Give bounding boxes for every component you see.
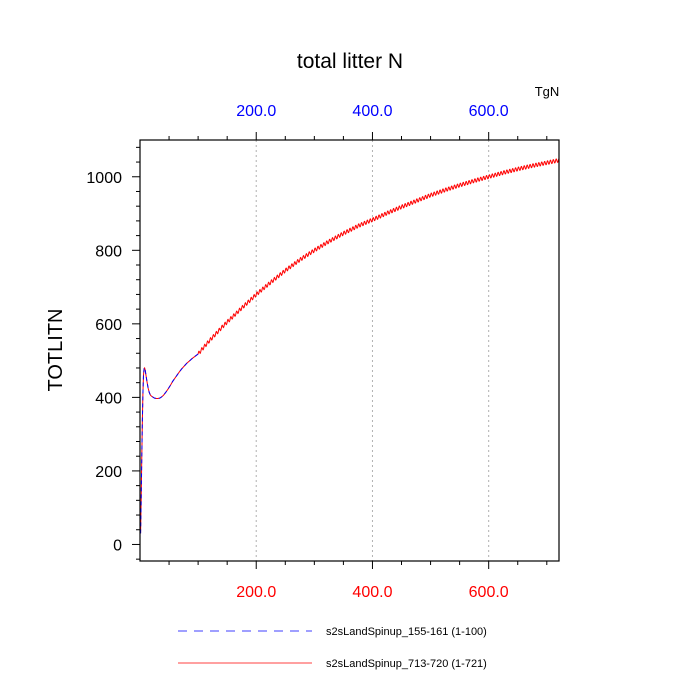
gridlines [255, 140, 490, 561]
legend-label-blue: s2sLandSpinup_155-161 (1-100) [326, 626, 487, 638]
y-tick-label: 1000 [86, 170, 122, 187]
plot-frame [139, 139, 560, 562]
series-layer [140, 158, 560, 534]
axis-ticks [132, 132, 548, 569]
y-tick-label: 400 [95, 390, 122, 407]
x-tick-label-bottom: 600.0 [469, 584, 509, 601]
series-line-red [140, 158, 560, 534]
x-tick-label-bottom: 400.0 [352, 584, 392, 601]
tick-labels: 200.0 400.0 600.0 200.0 400.0 600.0 0 200 400 600… [86, 103, 508, 601]
y-tick-label: 200 [95, 464, 122, 481]
x-tick-label-top: 200.0 [236, 103, 276, 120]
units-label: TgN [535, 84, 560, 99]
legend: s2sLandSpinup_155-161 (1-100) s2sLandSpi… [178, 626, 487, 670]
series-line-blue [140, 353, 199, 534]
legend-label-red: s2sLandSpinup_713-720 (1-721) [326, 658, 487, 670]
x-tick-label-top: 600.0 [469, 103, 509, 120]
x-tick-label-top: 400.0 [352, 103, 392, 120]
y-axis-label: TOTLITN [45, 309, 67, 392]
x-tick-label-bottom: 200.0 [236, 584, 276, 601]
y-tick-label: 800 [95, 243, 122, 260]
chart-title: total litter N [297, 50, 403, 73]
y-tick-label: 600 [95, 317, 122, 334]
y-tick-label: 0 [113, 537, 122, 554]
